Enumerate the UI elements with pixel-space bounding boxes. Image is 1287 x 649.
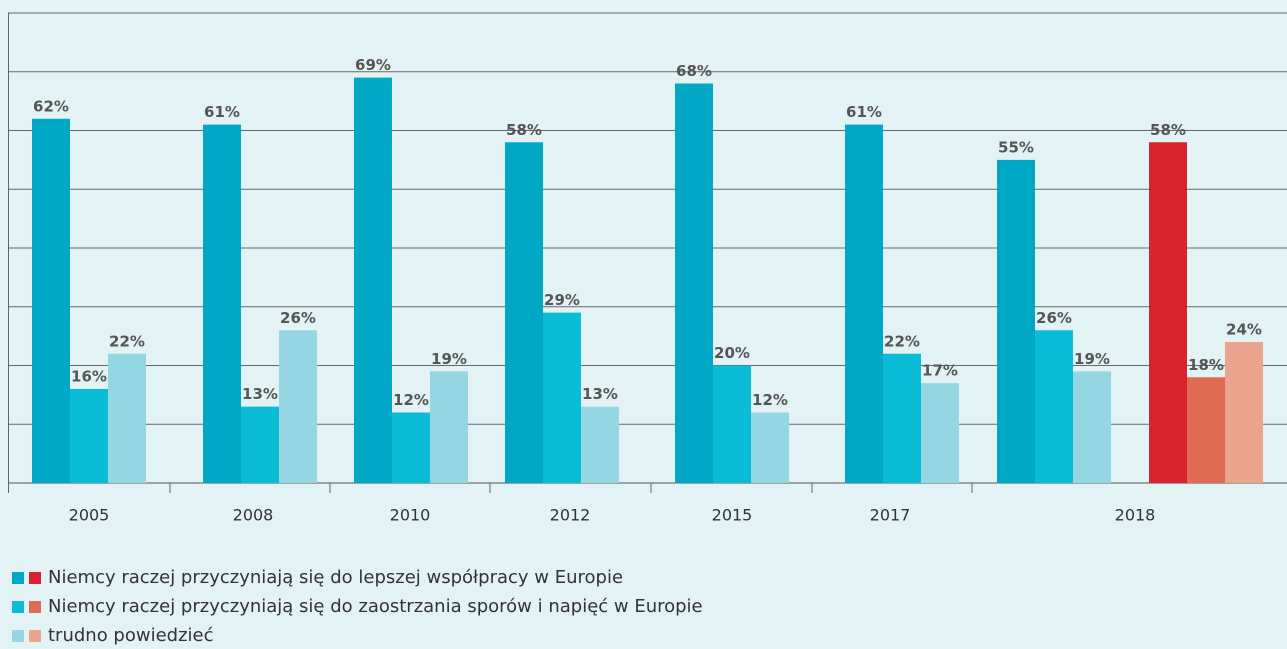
value-label: 17%	[922, 362, 958, 380]
value-label: 26%	[280, 309, 316, 327]
value-label: 61%	[204, 103, 240, 121]
value-label: 68%	[676, 62, 712, 80]
bar	[1225, 342, 1263, 483]
value-label: 55%	[998, 138, 1034, 156]
value-label: 16%	[71, 368, 107, 386]
value-label: 19%	[1074, 350, 1110, 368]
x-tick-label: 2015	[712, 506, 753, 525]
bar	[713, 365, 751, 483]
value-label: 13%	[582, 385, 618, 403]
bar	[921, 383, 959, 483]
bar	[581, 406, 619, 483]
value-label: 61%	[846, 103, 882, 121]
value-label: 20%	[714, 344, 750, 362]
bar	[997, 159, 1035, 483]
bar	[845, 124, 883, 483]
bar	[1073, 371, 1111, 483]
legend-swatch	[29, 630, 41, 642]
bar	[543, 312, 581, 483]
legend-label: Niemcy raczej przyczyniają się do zaostr…	[48, 596, 703, 617]
value-label: 58%	[1150, 121, 1186, 139]
x-tick-label: 2018	[1115, 506, 1156, 525]
value-label: 12%	[752, 391, 788, 409]
bar	[108, 353, 146, 483]
bar	[751, 412, 789, 483]
bar	[70, 389, 108, 483]
value-label: 62%	[33, 97, 69, 115]
bar	[883, 353, 921, 483]
bar	[241, 406, 279, 483]
value-label: 22%	[884, 332, 920, 350]
value-label: 29%	[544, 291, 580, 309]
value-label: 26%	[1036, 309, 1072, 327]
x-tick-label: 2012	[550, 506, 591, 525]
bar	[32, 118, 70, 483]
value-label: 24%	[1226, 321, 1262, 339]
x-tick-label: 2010	[390, 506, 431, 525]
legend-label: trudno powiedzieć	[48, 625, 214, 646]
legend-swatch	[12, 572, 24, 584]
bar	[392, 412, 430, 483]
legend-swatch	[29, 572, 41, 584]
value-label: 12%	[393, 391, 429, 409]
bar	[354, 77, 392, 483]
legend-swatch	[12, 601, 24, 613]
bar	[279, 330, 317, 483]
x-tick-label: 2005	[69, 506, 110, 525]
value-label: 18%	[1188, 356, 1224, 374]
value-label: 69%	[355, 56, 391, 74]
bar	[675, 83, 713, 483]
bar	[430, 371, 468, 483]
bar	[505, 142, 543, 483]
bar	[1149, 142, 1187, 483]
legend-swatch	[29, 601, 41, 613]
value-label: 58%	[506, 121, 542, 139]
bar	[1187, 377, 1225, 483]
legend-swatch	[12, 630, 24, 642]
legend-label: Niemcy raczej przyczyniają się do lepsze…	[48, 567, 623, 588]
value-label: 19%	[431, 350, 467, 368]
bar	[203, 124, 241, 483]
value-label: 13%	[242, 385, 278, 403]
value-label: 22%	[109, 332, 145, 350]
x-tick-label: 2008	[233, 506, 274, 525]
bar	[1035, 330, 1073, 483]
x-tick-label: 2017	[870, 506, 911, 525]
